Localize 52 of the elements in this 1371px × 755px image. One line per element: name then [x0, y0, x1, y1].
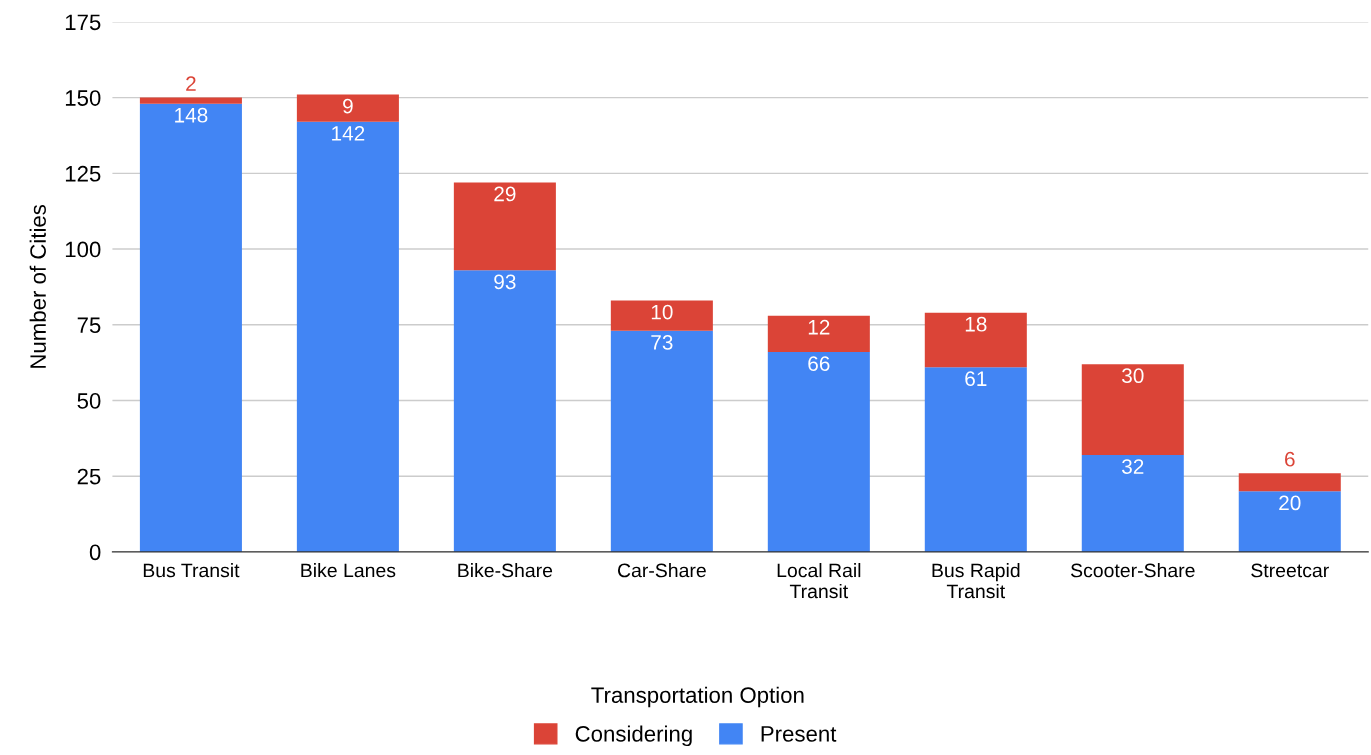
bar: [296, 94, 399, 122]
bar: [610, 330, 713, 552]
bar: [1238, 491, 1341, 552]
y-tick-label: 175: [65, 14, 101, 31]
bar: [139, 97, 242, 104]
y-axis-title: Number of Cities: [29, 204, 46, 368]
data-label: 148: [175, 107, 208, 123]
bar: [767, 315, 870, 353]
data-label: 12: [808, 319, 830, 335]
x-tick-label: Streetcar: [1251, 563, 1329, 578]
data-label: 29: [494, 186, 516, 202]
bar: [1081, 454, 1184, 552]
y-tick-label: 150: [65, 90, 101, 106]
data-label: 6: [1285, 451, 1295, 467]
bar: [139, 103, 242, 552]
x-tick-label: Scooter-Share: [1070, 563, 1195, 578]
x-tick-label: Bus Transit: [143, 563, 240, 578]
data-label: 73: [651, 335, 673, 350]
x-tick-label: Bus Rapid Transit: [932, 563, 1020, 599]
legend-label: Considering: [575, 725, 692, 747]
data-label: 32: [1122, 459, 1144, 474]
x-axis-title: Transportation Option: [591, 686, 804, 708]
y-tick-label: 50: [77, 393, 101, 409]
x-tick-label: Bike-Share: [458, 563, 553, 578]
bar: [924, 312, 1027, 368]
bar: [924, 367, 1027, 552]
bar: [296, 121, 399, 552]
bar: [453, 270, 556, 552]
x-tick-label: Car-Share: [617, 563, 706, 578]
data-label: 18: [965, 316, 987, 332]
x-tick-label: Local Rail Transit: [777, 563, 861, 599]
y-tick-label: 0: [89, 544, 101, 561]
data-label: 2: [186, 76, 196, 91]
data-label: 30: [1122, 368, 1144, 384]
x-tick-label: Bike Lanes: [301, 563, 396, 578]
bar: [610, 300, 713, 331]
y-tick-label: 125: [65, 165, 101, 182]
bar: [1081, 364, 1184, 455]
y-tick-label: 100: [65, 241, 101, 258]
data-label: 10: [651, 304, 673, 320]
bar: [1238, 473, 1341, 492]
legend-label: Present: [761, 726, 837, 742]
data-label: 66: [808, 356, 830, 371]
data-label: 20: [1279, 495, 1301, 511]
data-label: 142: [332, 126, 365, 141]
y-tick-label: 75: [77, 317, 101, 334]
data-label: 61: [965, 371, 987, 387]
bar: [453, 182, 556, 271]
data-label: 9: [343, 98, 353, 114]
data-label: 93: [494, 274, 516, 290]
bar: [767, 352, 870, 552]
y-tick-label: 25: [77, 468, 101, 485]
